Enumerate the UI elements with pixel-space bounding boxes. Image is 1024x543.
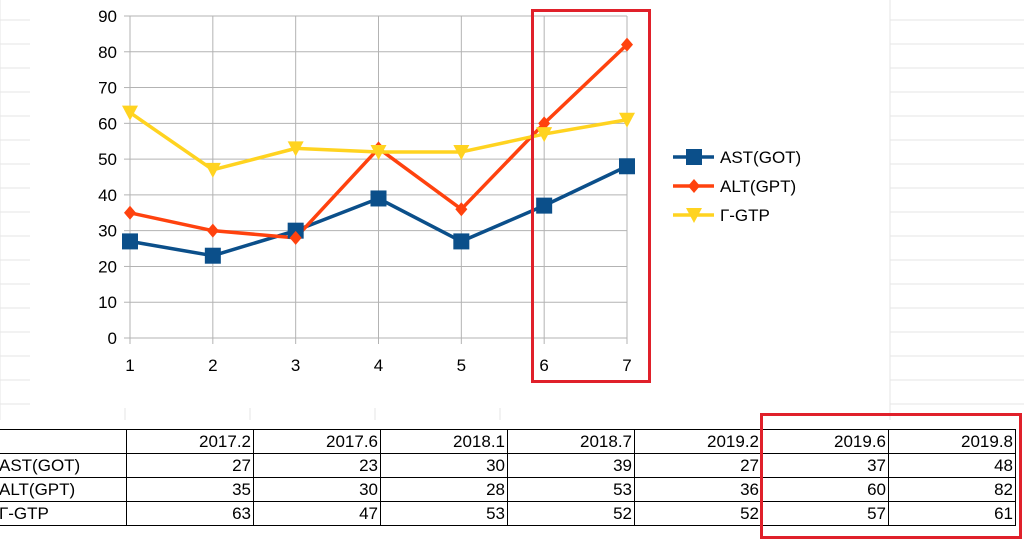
data-point-diamond [289, 230, 302, 245]
y-tick-label: 0 [108, 329, 117, 348]
table-cell: 37 [761, 453, 889, 478]
table-row: Г-GTP 63 47 53 52 52 57 61 [0, 501, 1016, 526]
data-point-diamond [688, 179, 700, 193]
data-point-triangle [536, 127, 553, 143]
data-point-triangle [122, 105, 138, 121]
y-tick-label: 70 [98, 79, 117, 98]
table-cell: 27 [634, 453, 762, 478]
x-tick-label: 7 [622, 356, 631, 375]
table-row-label: Г-GTP [0, 501, 127, 526]
x-tick-label: 2 [208, 356, 217, 375]
y-tick-label: 40 [98, 186, 117, 205]
x-tick-label: 1 [125, 356, 134, 375]
data-point-square [536, 197, 553, 214]
data-point-diamond [124, 205, 136, 220]
y-tick-label: 10 [98, 293, 117, 312]
y-tick-label: 50 [98, 150, 117, 169]
x-tick-label: 5 [457, 356, 466, 375]
table-cell: 52 [507, 501, 635, 526]
table-cell: 2019.8 [888, 429, 1016, 454]
y-tick-label: 80 [98, 43, 117, 62]
data-point-diamond [621, 37, 633, 52]
table-cell: 48 [888, 453, 1016, 478]
chart-legend: AST(GOT) ALT(GPT) Г-GTP [673, 148, 801, 225]
data-point-triangle [453, 144, 470, 160]
data-point-square [453, 233, 470, 250]
data-point-diamond [455, 202, 468, 217]
table-cell: 30 [380, 453, 508, 478]
chart-highlight-box [531, 9, 651, 383]
x-tick-label: 4 [374, 356, 383, 375]
data-point-triangle [686, 208, 702, 223]
y-tick-label: 60 [98, 114, 117, 133]
table-cell: 2018.7 [507, 429, 635, 454]
chart-series [122, 37, 635, 264]
table-cell: 28 [380, 477, 508, 502]
data-point-triangle [619, 112, 635, 128]
line-chart: 0 10 20 30 40 50 60 70 80 90 1 2 3 4 5 6 7 AST(GOT) ALT(… [0, 0, 1024, 420]
data-point-square [122, 233, 138, 250]
table-cell: 53 [380, 501, 508, 526]
data-point-diamond [206, 223, 219, 238]
spreadsheet-grid [0, 0, 1024, 420]
table-corner-cell [0, 429, 127, 454]
table-cell: 23 [253, 453, 381, 478]
table-cell: 2017.2 [126, 429, 254, 454]
data-point-square [686, 149, 702, 165]
y-tick-label: 90 [98, 7, 117, 26]
legend-label: Г-GTP [720, 206, 770, 225]
table-cell: 2018.1 [380, 429, 508, 454]
x-tick-label: 3 [291, 356, 300, 375]
table-row: ALT(GPT) 35 30 28 53 36 60 82 [0, 477, 1016, 502]
table-highlight-box [760, 413, 1022, 539]
y-axis-tick-labels: 0 10 20 30 40 50 60 70 80 90 [98, 7, 117, 348]
data-table: 2017.2 2017.6 2018.1 2018.7 2019.2 2019.6 2019… [0, 429, 1016, 526]
table-row: AST(GOT) 27 23 30 39 27 37 48 [0, 453, 1016, 478]
table-cell: 2019.2 [634, 429, 762, 454]
table-row-label: ALT(GPT) [0, 477, 127, 502]
y-tick-label: 20 [98, 257, 117, 276]
table-cell: 47 [253, 501, 381, 526]
table-cell: 27 [126, 453, 254, 478]
data-point-square [204, 247, 221, 264]
table-cell: 63 [126, 501, 254, 526]
legend-label: AST(GOT) [720, 148, 801, 167]
data-point-triangle [370, 144, 387, 160]
x-tick-label: 6 [539, 356, 548, 375]
table-cell: 61 [888, 501, 1016, 526]
data-point-triangle [287, 141, 304, 157]
table-cell: 36 [634, 477, 762, 502]
table-header-row: 2017.2 2017.6 2018.1 2018.7 2019.2 2019.6 2019… [0, 429, 1016, 454]
data-point-triangle [204, 162, 221, 178]
table-row-label: AST(GOT) [0, 453, 127, 478]
data-point-square [370, 190, 387, 207]
chart-axes [124, 15, 130, 339]
table-cell: 57 [761, 501, 889, 526]
legend-label: ALT(GPT) [720, 177, 796, 196]
data-point-diamond [538, 116, 551, 131]
table-cell: 30 [253, 477, 381, 502]
table-cell: 35 [126, 477, 254, 502]
x-axis-tick-labels: 1 2 3 4 5 6 7 [125, 356, 631, 375]
table-cell: 39 [507, 453, 635, 478]
table-cell: 52 [634, 501, 762, 526]
table-cell: 2017.6 [253, 429, 381, 454]
y-tick-label: 30 [98, 222, 117, 241]
table-cell: 53 [507, 477, 635, 502]
data-point-square [287, 222, 304, 239]
data-point-square [619, 158, 635, 175]
